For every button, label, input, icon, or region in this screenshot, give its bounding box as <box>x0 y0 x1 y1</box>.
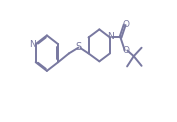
Text: S: S <box>75 42 81 52</box>
Text: O: O <box>123 46 130 55</box>
Text: N: N <box>29 40 36 49</box>
Text: O: O <box>123 20 130 29</box>
Text: N: N <box>108 32 114 41</box>
